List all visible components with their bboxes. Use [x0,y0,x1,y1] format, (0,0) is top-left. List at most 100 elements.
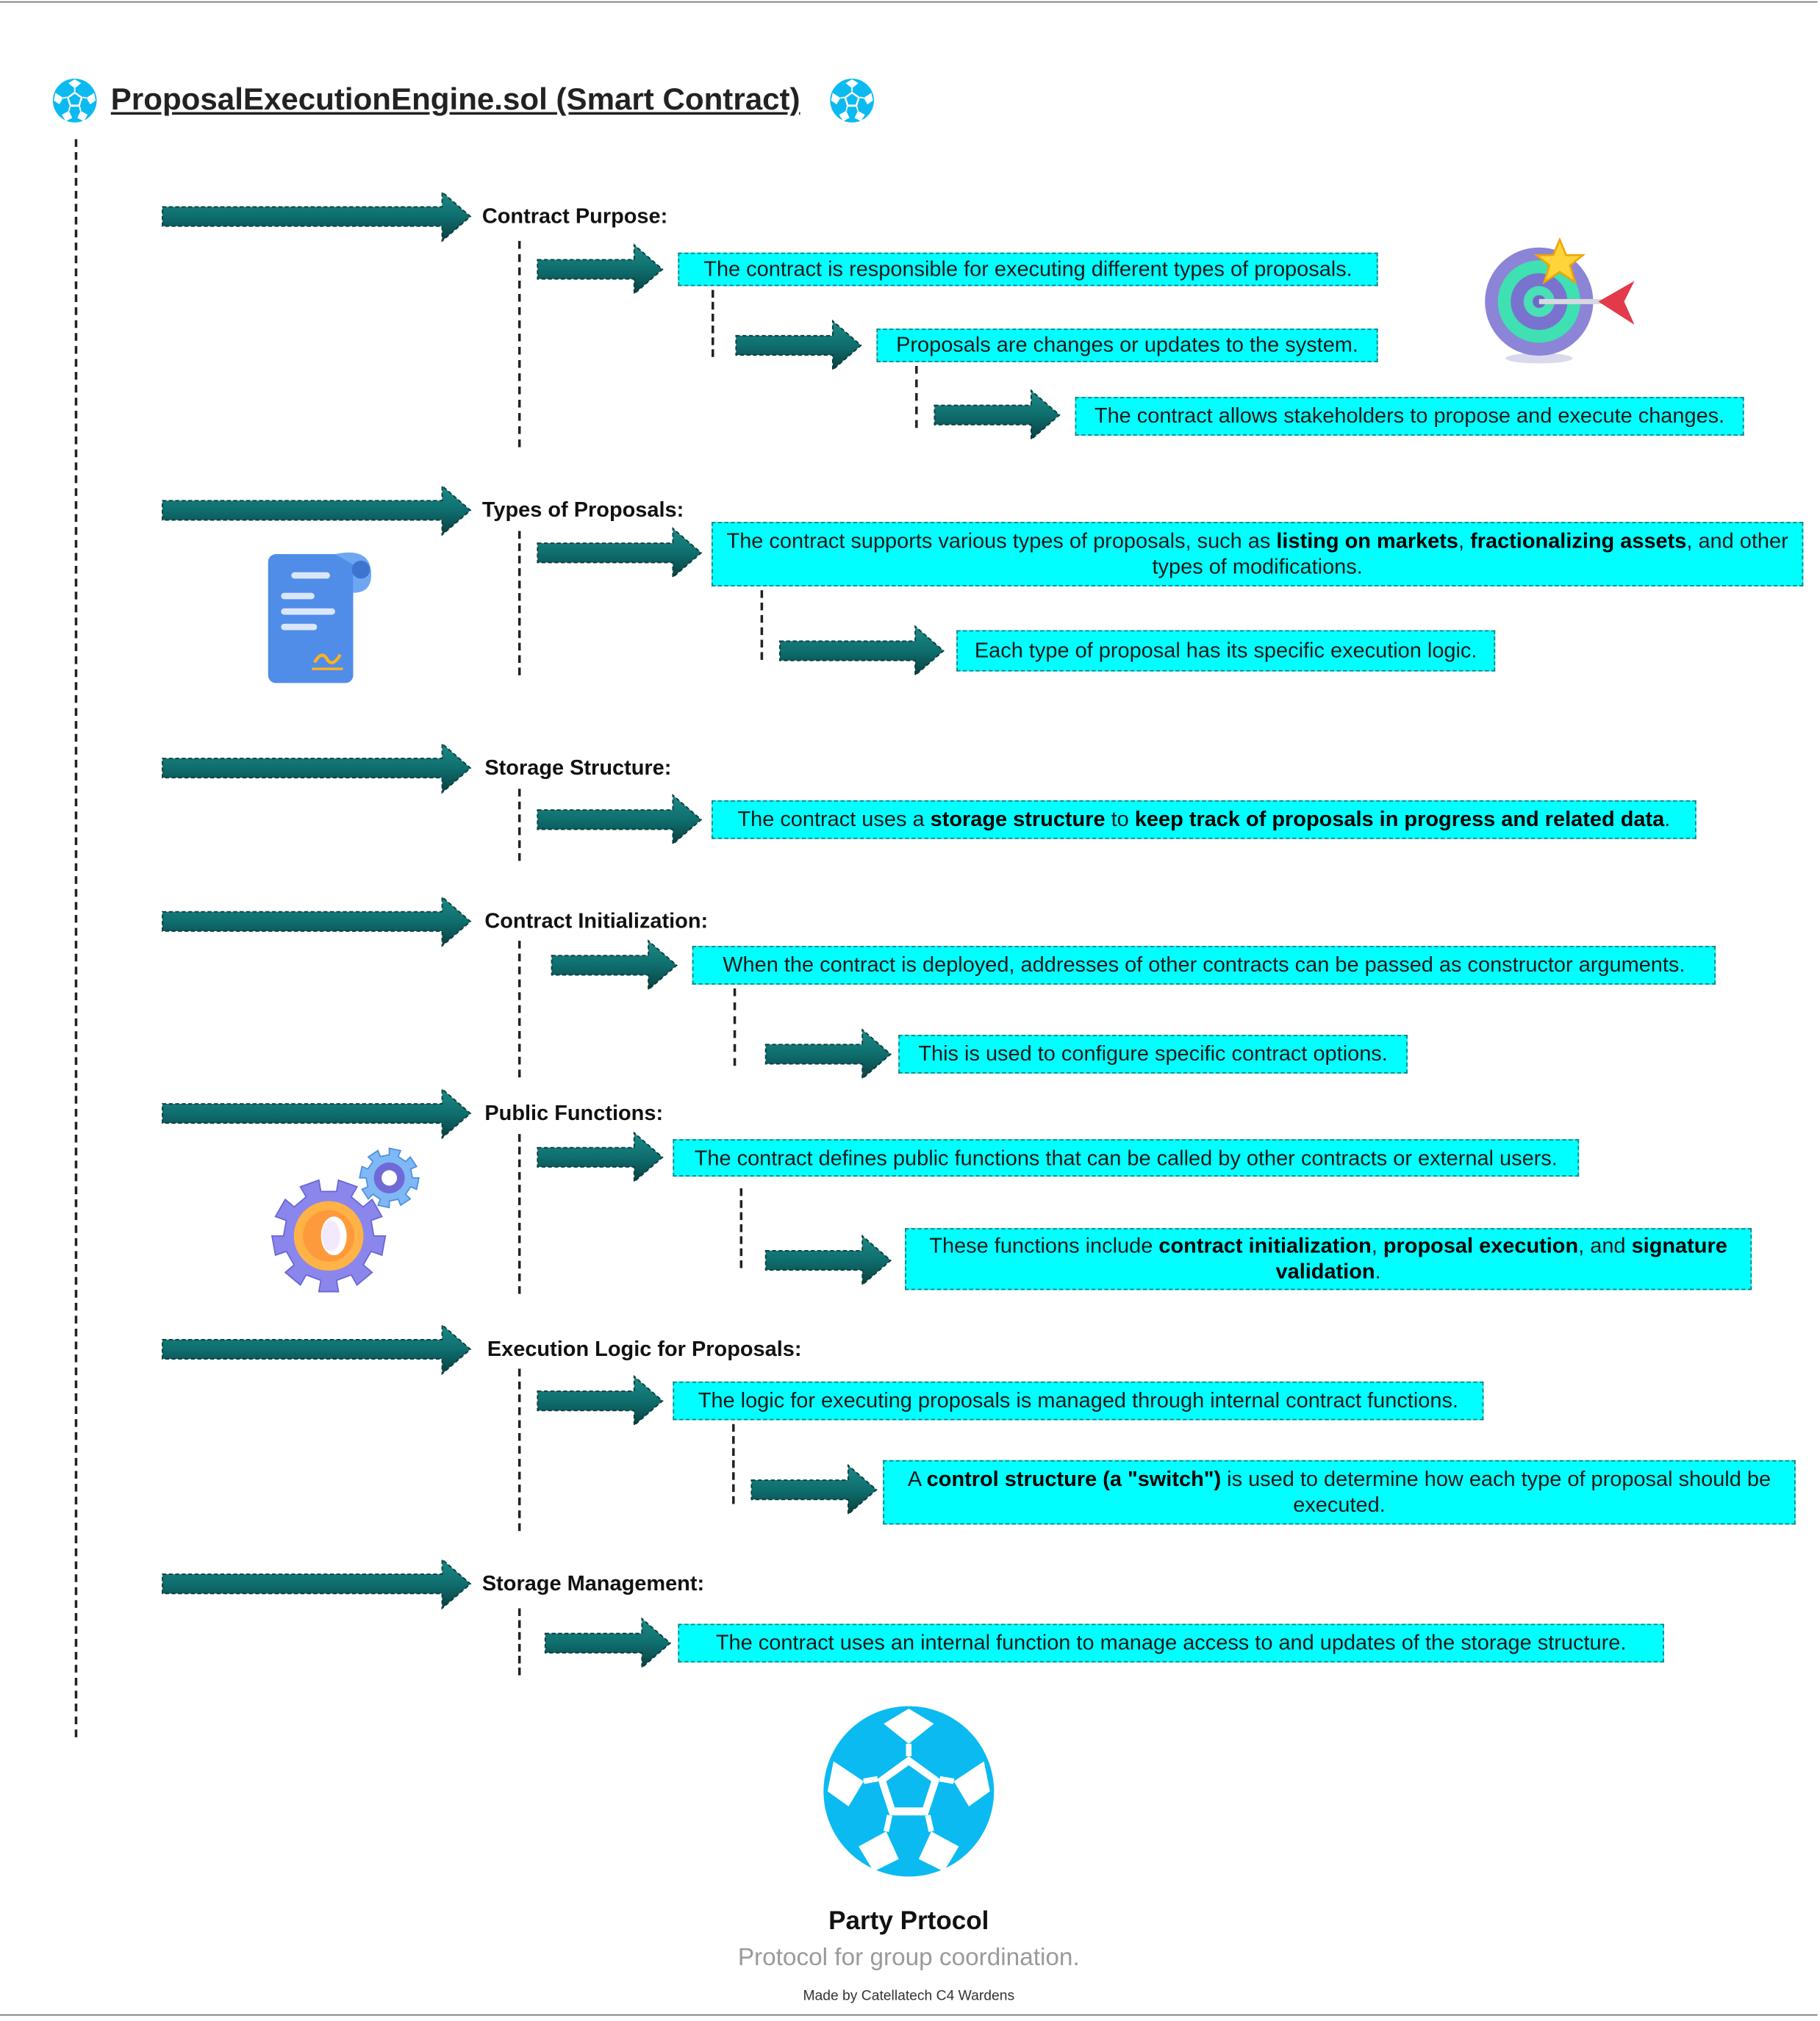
item-arrow [764,1028,892,1080]
statement-box: This is used to configure specific contr… [898,1035,1408,1074]
item-arrow [537,243,664,295]
item-arrow [735,319,862,372]
section-arrow [162,1557,472,1610]
item-arrow [764,1234,892,1287]
statement-text: These functions include contract initial… [914,1233,1743,1285]
item-arrow [934,389,1061,441]
top-divider [0,1,1818,3]
statement-text-part: The contract allows stakeholders to prop… [1094,404,1725,428]
statement-box: When the contract is deployed, addresses… [692,946,1716,985]
sub-connector [739,1188,743,1268]
statement-text: The contract defines public functions th… [695,1145,1558,1171]
sub-connector [915,366,918,428]
statement-text-part: . [1375,1260,1381,1284]
statement-text-part: Each type of proposal has its specific e… [974,639,1477,663]
statement-text: When the contract is deployed, addresses… [723,952,1685,978]
branch-connector [517,531,521,675]
sub-connector [733,988,737,1066]
gears-icon [271,1147,420,1293]
soccer-ball-icon [829,78,874,123]
statement-box: These functions include contract initial… [905,1228,1752,1291]
footer-credit: Made by Catellatech C4 Wardens [803,1988,1015,2004]
statement-text-part: is used to determine how each type of pr… [1221,1468,1771,1517]
item-arrow [537,1131,664,1183]
section-heading-storage-structure: Storage Structure: [484,756,672,780]
emphasis-text: proposal execution [1383,1234,1579,1258]
section-arrow [162,742,472,794]
section-arrow [162,1087,472,1140]
statement-text: This is used to configure specific contr… [918,1041,1388,1067]
statement-box: The contract is responsible for executin… [678,252,1378,287]
statement-text-part: The contract defines public functions th… [694,1146,1558,1170]
section-heading-storage-management: Storage Management: [481,1572,705,1595]
party-protocol-logo-icon [823,1706,995,1877]
footer-tagline: Protocol for group coordination. [737,1945,1080,1972]
statement-text-part: , [1458,529,1471,553]
item-arrow [537,527,703,579]
section-heading-types-of-proposals: Types of Proposals: [481,498,684,523]
target-icon [1485,237,1635,364]
branch-connector [517,1608,521,1676]
statement-text-part: The logic for executing proposals is man… [698,1389,1458,1412]
footer-brand-name: Party Prtocol [828,1907,989,1936]
emphasis-text: keep track of proposals in progress and … [1134,808,1665,832]
statement-text-part: When the contract is deployed, addresses… [723,953,1685,977]
statement-box: The contract supports various types of p… [711,522,1804,586]
emphasis-text: control structure (a "switch") [926,1468,1222,1491]
sub-connector [711,290,714,357]
document-icon [268,552,372,683]
statement-box: The contract uses an internal function t… [678,1623,1664,1663]
statement-box: A control structure (a "switch") is used… [883,1460,1796,1525]
statement-text-part: The contract supports various types of p… [726,529,1277,553]
branch-connector [517,240,521,448]
statement-text-part: This is used to configure specific contr… [918,1042,1388,1066]
statement-box: The contract uses a storage structure to… [711,800,1697,839]
emphasis-text: fractionalizing assets [1470,529,1687,553]
item-arrow [537,1374,664,1427]
item-arrow [750,1463,878,1516]
statement-text: Proposals are changes or updates to the … [896,332,1358,358]
emphasis-text: contract initialization [1158,1234,1372,1258]
title-row: ProposalExecutionEngine.sol (Smart Contr… [51,75,875,126]
section-heading-contract-initialization: Contract Initialization: [484,910,709,933]
main-connector [74,139,78,1737]
branch-connector [517,1368,521,1532]
statement-text: A control structure (a "switch") is used… [892,1467,1786,1518]
emphasis-text: listing on markets [1276,529,1459,553]
item-arrow [779,625,945,677]
statement-text-part: A [907,1468,927,1491]
statement-box: The contract allows stakeholders to prop… [1075,397,1744,436]
statement-text: The contract allows stakeholders to prop… [1094,403,1724,429]
soccer-ball-icon [52,78,97,123]
statement-text: Each type of proposal has its specific e… [975,638,1477,664]
emphasis-text: signature validation [1275,1234,1727,1284]
statement-text-part: to [1105,808,1135,832]
statement-text-part: , [1371,1234,1383,1258]
statement-text-part: Proposals are changes or updates to the … [896,334,1358,357]
statement-text: The contract uses a storage structure to… [737,807,1670,833]
section-arrow [162,484,472,536]
statement-box: Proposals are changes or updates to the … [876,329,1378,362]
statement-text-part: The contract uses a [737,808,931,832]
statement-text-part: The contract is responsible for executin… [703,257,1353,281]
statement-text-part: . [1664,808,1671,832]
statement-text-part: These functions include [929,1234,1159,1258]
sub-connector [732,1424,735,1504]
branch-connector [517,941,521,1078]
section-arrow [162,190,472,243]
statement-box: The logic for executing proposals is man… [673,1381,1484,1421]
item-arrow [537,794,703,846]
statement-text-part: The contract uses an internal function t… [715,1631,1627,1655]
branch-connector [517,1134,521,1294]
section-heading-execution-logic: Execution Logic for Proposals: [487,1338,802,1361]
section-arrow [162,895,472,948]
section-arrow [162,1323,472,1376]
section-heading-public-functions: Public Functions: [484,1102,664,1125]
statement-box: The contract defines public functions th… [673,1139,1580,1177]
item-arrow [551,939,678,991]
sub-connector [760,590,764,660]
page-title: ProposalExecutionEngine.sol (Smart Contr… [110,82,800,118]
statement-text: The contract uses an internal function t… [716,1630,1627,1656]
branch-connector [517,789,521,861]
